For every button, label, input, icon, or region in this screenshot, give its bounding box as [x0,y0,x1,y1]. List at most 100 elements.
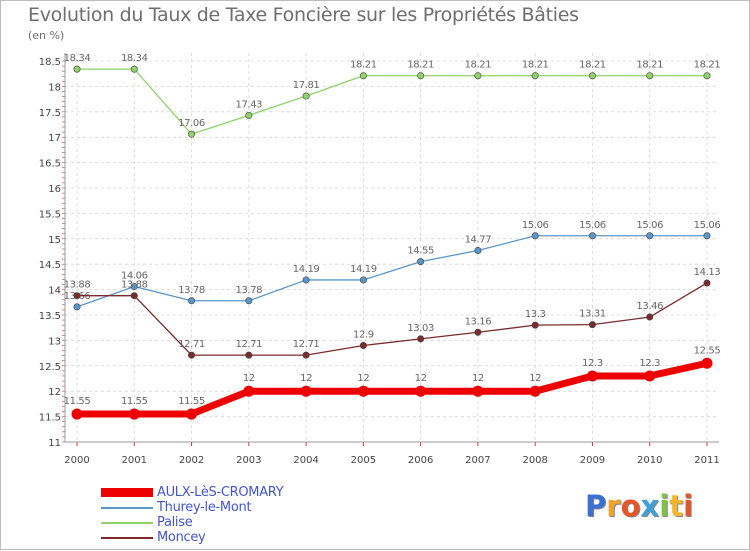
data-point-thurey [646,232,654,240]
data-point-palise [646,72,654,80]
series-line-thurey [76,235,708,308]
x-tick-label: 2001 [122,455,147,466]
data-label-thurey: 14.06 [121,271,148,282]
data-label-thurey: 14.55 [407,246,434,257]
y-tick-label: 13 [48,336,61,347]
data-point-aulx [529,385,541,397]
x-tick-label: 2006 [408,455,433,466]
logo-letter: t [669,489,684,523]
data-label-aulx: 12 [357,373,369,384]
data-label-moncey: 14.13 [694,267,721,278]
data-point-thurey [474,246,482,254]
data-point-moncey [73,292,81,300]
data-label-palise: 18.34 [64,53,91,64]
data-point-palise [703,72,711,80]
data-point-aulx [357,385,369,397]
data-point-aulx [472,385,484,397]
chart-title: Evolution du Taux de Taxe Foncière sur l… [28,4,579,26]
data-label-thurey: 14.19 [293,264,320,275]
data-point-palise [531,72,539,80]
data-point-thurey [302,276,310,284]
data-label-thurey: 15.06 [579,220,606,231]
data-label-moncey: 12.9 [353,329,374,340]
data-label-aulx: 12 [472,373,484,384]
data-point-palise [130,65,138,73]
data-point-moncey [588,321,596,329]
data-point-thurey [417,258,425,266]
x-tick-label: 2002 [179,455,204,466]
data-label-thurey: 15.06 [522,220,549,231]
data-point-aulx [186,408,198,420]
legend-label-moncey: Moncey [157,530,206,545]
data-point-palise [73,65,81,73]
data-point-thurey [73,303,81,311]
data-label-moncey: 13.3 [525,309,546,320]
data-label-palise: 18.21 [522,60,549,71]
y-tick-label: 18 [48,82,61,93]
data-label-aulx: 12 [529,373,541,384]
y-tick-label: 16.5 [39,159,61,170]
data-label-thurey: 15.06 [694,220,721,231]
data-label-moncey: 13.31 [579,309,606,320]
data-point-moncey [474,328,482,336]
data-point-aulx [300,385,312,397]
logo-letter: i [659,489,670,523]
data-point-palise [588,72,596,80]
y-tick-label: 16 [48,184,61,195]
y-tick-label: 11 [48,438,61,449]
data-point-thurey [188,297,196,305]
x-tick-label: 2004 [293,455,318,466]
data-label-palise: 18.21 [636,60,663,71]
data-point-thurey [531,232,539,240]
legend: AULX-LèS-CROMARY Thurey-le-Mont Palise M… [101,485,284,545]
data-label-palise: 18.21 [350,60,377,71]
data-label-aulx: 11.55 [121,396,148,407]
x-tick-label: 2007 [465,455,490,466]
x-tick-label: 2008 [522,455,547,466]
y-tick-label: 15.5 [39,209,61,220]
data-point-palise [245,111,253,119]
x-tick-label: 2011 [694,455,719,466]
data-point-palise [188,130,196,138]
legend-item-palise: Palise [101,515,283,530]
y-tick-label: 12.5 [39,362,61,373]
data-point-palise [474,72,482,80]
y-tick-label: 17 [48,133,61,144]
series-line-palise [76,68,708,135]
data-label-moncey: 12.71 [178,339,205,350]
data-point-aulx [644,370,656,382]
y-tick-label: 15 [48,235,61,246]
data-label-palise: 17.81 [293,80,320,91]
data-point-thurey [588,232,596,240]
legend-label-aulx: AULX-LèS-CROMARY [157,485,284,500]
data-label-thurey: 14.77 [465,234,492,245]
series-line-moncey [76,282,708,356]
x-tick-label: 2005 [351,455,376,466]
data-label-moncey: 13.46 [636,301,663,312]
legend-swatch-moncey [101,536,153,539]
data-point-thurey [359,276,367,284]
legend-item-moncey: Moncey [101,530,283,545]
data-label-palise: 18.21 [579,60,606,71]
y-tick-label: 17.5 [39,108,61,119]
data-label-palise: 18.21 [407,60,434,71]
logo-letter: o [620,489,641,523]
x-tick-label: 2009 [580,455,605,466]
data-point-thurey [703,232,711,240]
data-point-thurey [130,283,138,291]
data-point-aulx [243,385,255,397]
data-point-moncey [302,351,310,359]
x-tick-label: 2000 [64,455,89,466]
data-point-moncey [359,341,367,349]
data-point-moncey [646,313,654,321]
data-point-moncey [531,321,539,329]
legend-swatch-thurey [101,506,153,509]
data-point-palise [417,72,425,80]
y-tick-label: 12 [48,387,61,398]
data-label-thurey: 13.78 [235,285,262,296]
legend-swatch-aulx [101,488,153,497]
y-tick-label: 13.5 [39,311,61,322]
x-tick-label: 2010 [637,455,662,466]
data-point-moncey [703,279,711,287]
